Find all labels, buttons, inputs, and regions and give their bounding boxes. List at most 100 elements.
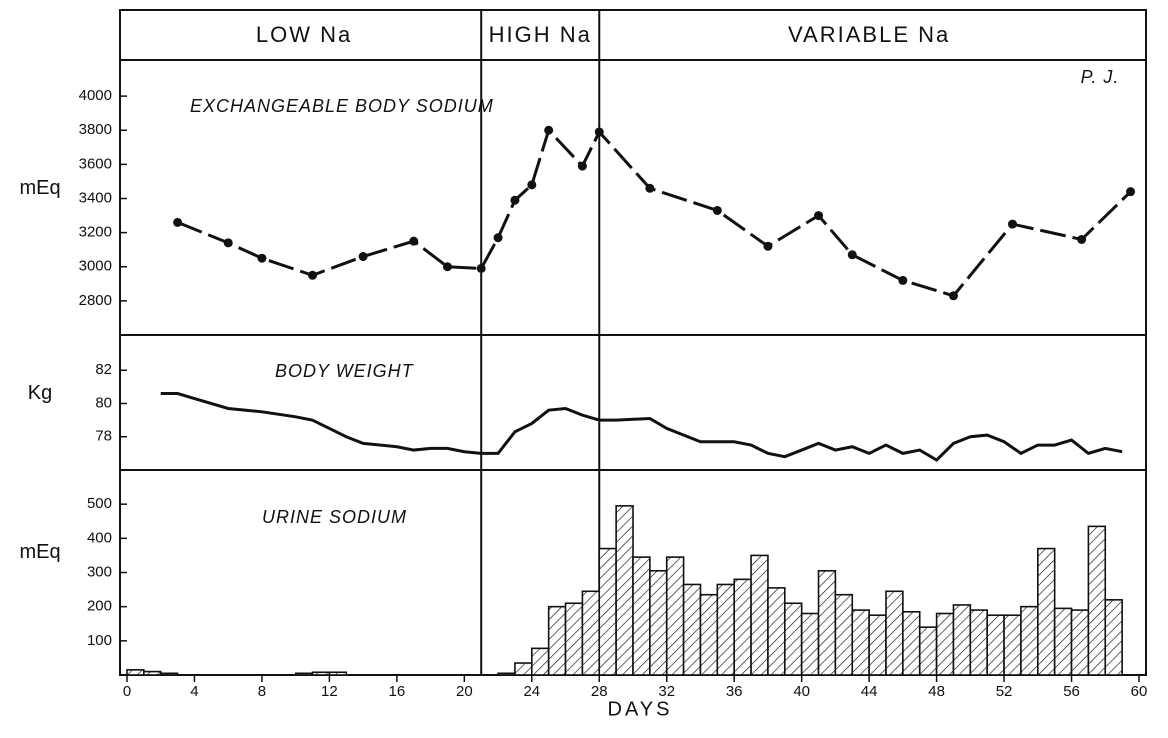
x-tick-label: 28 <box>591 683 608 700</box>
data-point <box>898 275 908 285</box>
annotation: P. J. <box>1081 67 1120 87</box>
data-point <box>308 270 318 280</box>
histogram-bar <box>328 671 348 676</box>
y-axis-label: mEq <box>19 177 60 199</box>
histogram-bar <box>615 505 634 676</box>
y-axis-label: mEq <box>19 541 60 563</box>
histogram-bar <box>126 669 145 676</box>
x-tick-label: 8 <box>258 683 266 700</box>
x-tick-label: 32 <box>658 683 675 700</box>
histogram-bar <box>1087 525 1107 676</box>
histogram-bar <box>750 554 769 676</box>
histogram-bar <box>1053 607 1073 676</box>
histogram-bar <box>834 593 854 676</box>
histogram-bar <box>1020 605 1039 676</box>
data-point <box>527 180 537 190</box>
data-point <box>594 127 604 137</box>
data-point <box>1126 187 1136 197</box>
histogram-bar <box>632 556 651 676</box>
y-tick-label: 3200 <box>79 224 112 241</box>
histogram-bar <box>767 587 786 676</box>
data-point <box>847 250 857 260</box>
y-tick-label: 3000 <box>79 258 112 275</box>
data-point <box>442 262 452 272</box>
x-tick-label: 24 <box>523 683 540 700</box>
histogram-bar <box>868 614 887 676</box>
panel-title: BODY WEIGHT <box>275 361 415 381</box>
x-axis-label: DAYS <box>608 698 673 720</box>
data-point <box>476 263 486 273</box>
y-axis-label: Kg <box>28 382 52 404</box>
histogram-bar <box>918 626 938 676</box>
x-tick-label: 20 <box>456 683 473 700</box>
y-tick-label: 400 <box>87 529 112 546</box>
phase-label: VARIABLE Na <box>788 22 950 47</box>
y-tick-label: 3400 <box>79 189 112 206</box>
x-tick-label: 48 <box>928 683 945 700</box>
histogram-bar <box>1003 614 1022 676</box>
histogram-bar <box>699 593 719 676</box>
x-tick-label: 36 <box>726 683 743 700</box>
histogram-bar <box>851 609 870 676</box>
histogram-bar <box>294 672 314 676</box>
phase-label: HIGH Na <box>489 22 592 47</box>
panel-title: URINE SODIUM <box>262 507 407 527</box>
x-tick-label: 4 <box>190 683 198 700</box>
data-point <box>577 161 587 171</box>
histogram-bar <box>649 569 668 676</box>
data-point <box>223 238 233 248</box>
data-point <box>814 211 824 221</box>
data-point <box>948 291 958 301</box>
x-tick-label: 12 <box>321 683 338 700</box>
data-point <box>257 253 267 263</box>
histogram-bar <box>581 590 601 676</box>
data-point <box>712 205 722 215</box>
x-tick-label: 56 <box>1063 683 1080 700</box>
data-point <box>645 183 655 193</box>
x-tick-label: 60 <box>1131 683 1148 700</box>
x-tick-label: 16 <box>389 683 406 700</box>
y-tick-label: 2800 <box>79 292 112 309</box>
histogram-bar <box>682 583 702 676</box>
histogram-bar <box>497 672 516 676</box>
histogram-bar <box>530 647 550 676</box>
histogram-bar <box>547 605 567 676</box>
data-point <box>763 241 773 251</box>
y-tick-label: 78 <box>95 428 112 445</box>
histogram-bar <box>1070 609 1090 676</box>
y-tick-label: 3800 <box>79 121 112 138</box>
y-tick-label: 4000 <box>79 87 112 104</box>
x-tick-label: 0 <box>123 683 131 700</box>
x-tick-label: 44 <box>861 683 878 700</box>
y-tick-label: 200 <box>87 598 112 615</box>
data-point <box>510 195 520 205</box>
histogram-bar <box>935 612 955 676</box>
histogram-bar <box>733 578 752 676</box>
histogram-bar <box>716 583 735 676</box>
histogram-bar <box>514 662 533 676</box>
data-line <box>177 127 1132 298</box>
histogram-bar <box>952 604 972 676</box>
phase-label: LOW Na <box>256 22 352 47</box>
panel-title: EXCHANGEABLE BODY SODIUM <box>190 96 494 116</box>
histogram-bar <box>665 556 685 676</box>
y-tick-label: 300 <box>87 563 112 580</box>
histogram-bar <box>311 671 331 676</box>
histogram-bar <box>598 547 617 676</box>
histogram-bar <box>783 602 803 676</box>
data-point <box>409 236 419 246</box>
data-point <box>358 252 368 262</box>
histogram-bar <box>564 602 584 676</box>
histogram-bar <box>1104 599 1123 676</box>
data-point <box>1008 219 1017 229</box>
x-tick-label: 52 <box>996 683 1013 700</box>
histogram-bar <box>1037 547 1056 676</box>
y-tick-label: 82 <box>95 361 112 378</box>
data-line <box>160 392 1123 462</box>
x-tick-label: 40 <box>793 683 810 700</box>
histogram-bar <box>800 612 820 676</box>
histogram-bar <box>159 672 179 676</box>
y-tick-label: 100 <box>87 632 112 649</box>
y-tick-label: 80 <box>95 394 112 411</box>
